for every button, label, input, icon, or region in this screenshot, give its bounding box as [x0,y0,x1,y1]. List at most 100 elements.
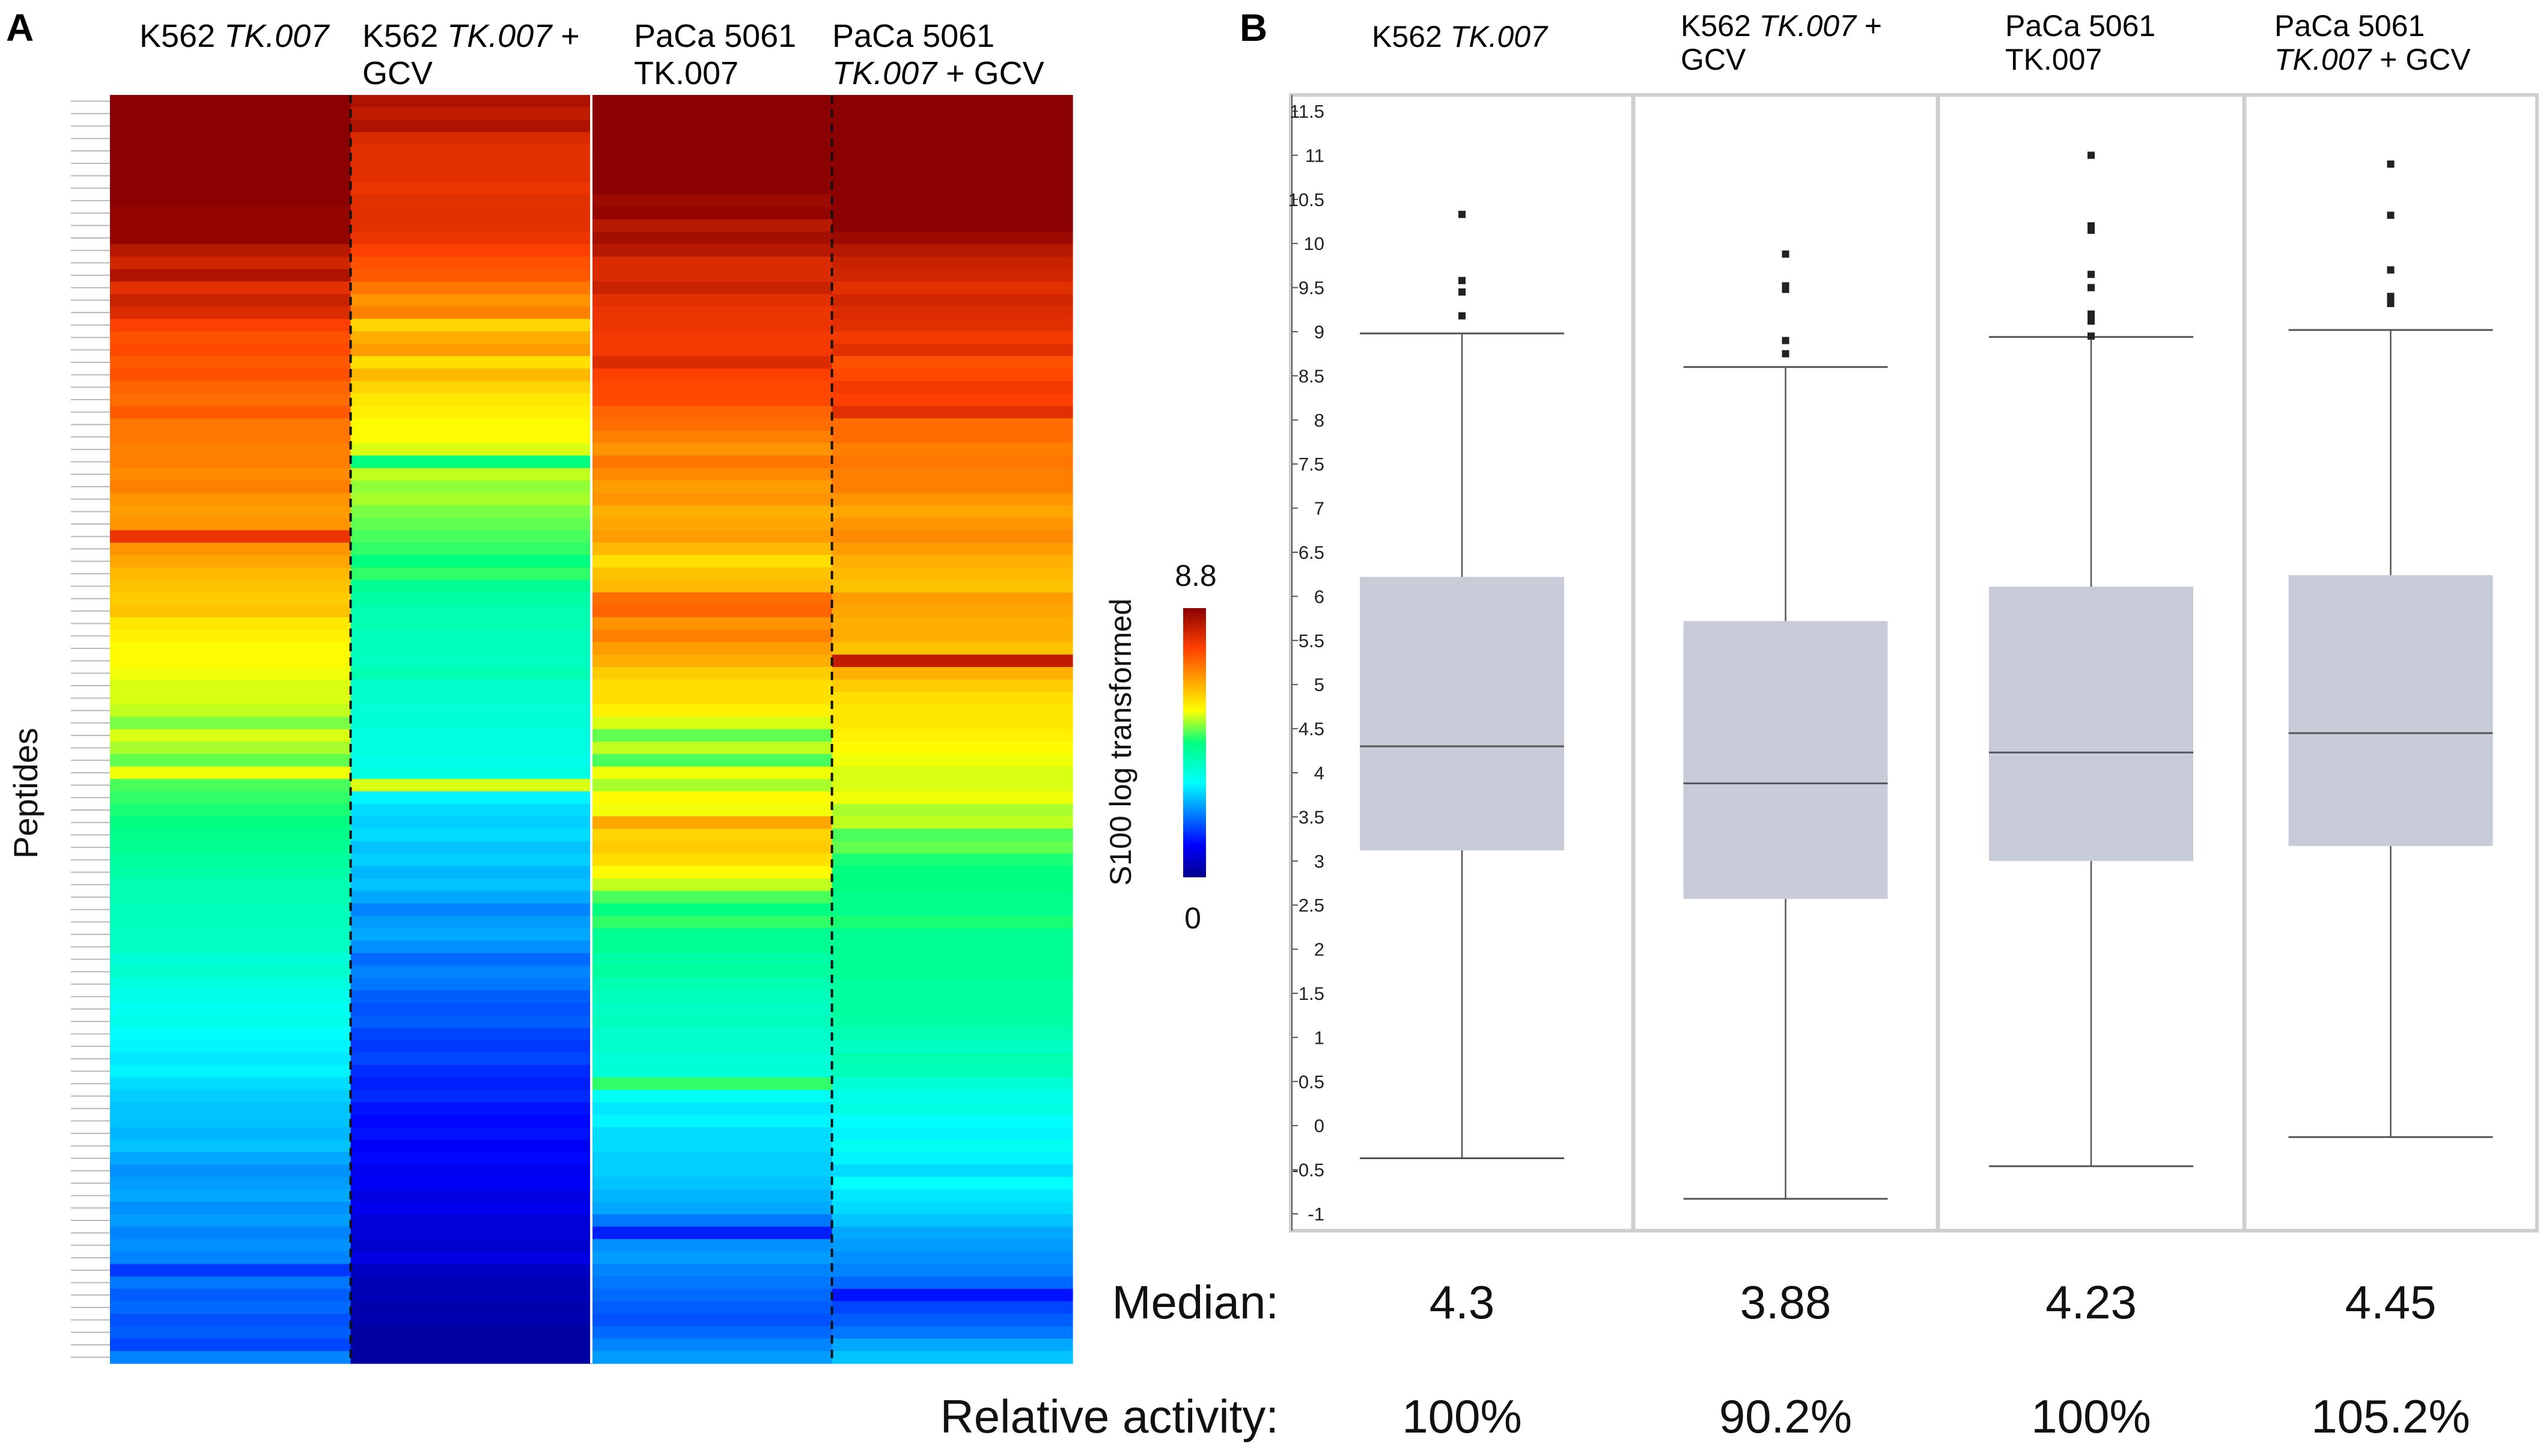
heatmap-cell [832,965,1073,979]
heatmap-cell [832,207,1073,220]
heatmap-cell [350,990,592,1004]
outlier-point [1782,285,1789,293]
heatmap-cell [832,181,1073,195]
heatmap-col-2-title-line2: GCV [362,55,433,91]
y-tick-label: 1 [1314,1027,1324,1048]
y-tick-label: 7 [1314,498,1324,519]
heatmap-cell [350,679,592,693]
heatmap-cell [591,1065,833,1078]
heatmap-cell [832,257,1073,270]
heatmap-cell [591,816,833,829]
heatmap-cell [110,306,352,320]
heatmap-cell [110,965,352,979]
y-tick-label: 10.5 [1288,189,1324,210]
heatmap-cell [832,915,1073,929]
outlier-point [2088,332,2095,340]
heatmap-cell [110,244,352,257]
heatmap-cell [350,1239,592,1252]
heatmap-cell [832,754,1073,767]
heatmap-cell [350,181,592,195]
heatmap-cell [832,878,1073,892]
relative-activity-value: 100% [1402,1390,1522,1443]
heatmap-cell [350,754,592,767]
heatmap-cell [110,1251,352,1265]
heatmap-cell [110,642,352,655]
heatmap-cell [591,1288,833,1302]
heatmap-cell [110,219,352,233]
heatmap-cell [832,480,1073,493]
heatmap-cell [832,144,1073,158]
heatmap-cell [832,1177,1073,1190]
heatmap-cell [110,754,352,767]
y-tick-label: 0 [1314,1115,1324,1136]
heatmap-cell [832,1040,1073,1053]
outlier-point [1782,337,1789,344]
outlier-point [1458,210,1466,218]
heatmap-cell [832,343,1073,357]
heatmap-cell [350,144,592,158]
heatmap-cell [350,194,592,207]
heatmap-cell [110,592,352,606]
heatmap-cell [350,1002,592,1016]
heatmap-cell [350,617,592,630]
heatmap-cell [350,555,592,568]
heatmap-cell [110,704,352,717]
heatmap-cell [832,617,1073,630]
heatmap-cell [110,1351,352,1364]
heatmap-cell [350,1251,592,1265]
heatmap-cell [591,716,833,730]
heatmap-cell [110,978,352,991]
y-tick-label: 2 [1314,939,1324,960]
outlier-point [2088,227,2095,234]
heatmap-cell [591,1089,833,1103]
heatmap-cell [350,766,592,779]
y-tick-label: 4 [1314,763,1324,784]
heatmap-cell [832,281,1073,294]
heatmap-cell [110,468,352,481]
heatmap-cell [110,406,352,419]
heatmap-cell [832,294,1073,307]
panel-a-letter: A [6,6,34,49]
heatmap-cell [350,580,592,593]
heatmap-cell [350,1089,592,1103]
heatmap-cell [832,231,1073,245]
heatmap-cell [110,1040,352,1053]
heatmap-cell [832,605,1073,618]
relative-activity-value: 100% [2031,1390,2151,1443]
heatmap-cell [591,978,833,991]
heatmap-cell [832,853,1073,867]
heatmap-cell [350,866,592,879]
heatmap-cell [832,866,1073,879]
heatmap-cell [591,219,833,233]
heatmap-cell [110,1164,352,1178]
heatmap-cell [350,219,592,233]
heatmap-cell [591,841,833,854]
heatmap-cell [110,430,352,444]
y-tick-label: 10 [1304,233,1324,254]
heatmap-cell [591,181,833,195]
heatmap-cell [350,1015,592,1028]
heatmap-cell [350,928,592,941]
heatmap-cell [832,654,1073,668]
boxplot-y-axis: 11.51110.5109.598.587.576.565.554.543.53… [1288,95,1324,1231]
heatmap-cell [591,1201,833,1215]
box-col-4-title-line2: TK.007 + GCV [2274,43,2471,76]
heatmap-col-4-title-line1: PaCa 5061 [832,18,994,54]
heatmap-cell [591,617,833,630]
heatmap-cell [110,1102,352,1115]
heatmap-cell [350,132,592,145]
heatmap-cell [350,1264,592,1277]
median-row-label: Median: [1112,1276,1279,1329]
heatmap-cell [350,791,592,805]
heatmap-cell [350,95,592,108]
heatmap-cell [110,617,352,630]
heatmap-cell [350,779,592,792]
heatmap-cell [350,692,592,705]
heatmap-cell [350,231,592,245]
heatmap-cell [110,181,352,195]
heatmap-cell [832,692,1073,705]
heatmap-cell [591,1002,833,1016]
heatmap-cell [350,1276,592,1290]
heatmap-cell [350,1177,592,1190]
heatmap-cell [350,742,592,755]
